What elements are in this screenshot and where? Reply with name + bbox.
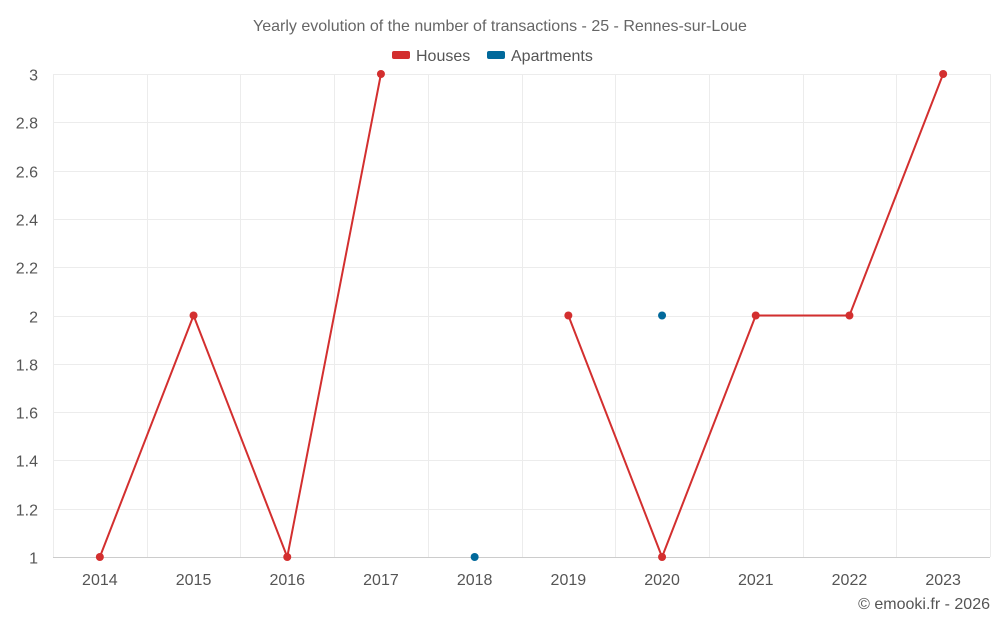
x-tick-label: 2016 bbox=[269, 572, 305, 589]
x-axis-ticks: 2014 2015 2016 2017 2018 2019 2020 2021 2022 2023 bbox=[82, 572, 961, 589]
y-tick-label: 2 bbox=[29, 310, 38, 327]
y-tick-label: 1.2 bbox=[16, 503, 38, 520]
chart-grid bbox=[53, 74, 991, 558]
chart-credit: © emooki.fr - 2026 bbox=[858, 596, 990, 613]
chart-title: Yearly evolution of the number of transa… bbox=[253, 18, 747, 35]
legend-swatch-apartments bbox=[487, 51, 505, 59]
y-tick-label: 2.4 bbox=[16, 213, 38, 230]
y-tick-label: 1.6 bbox=[16, 406, 38, 423]
x-tick-label: 2023 bbox=[925, 572, 961, 589]
legend-item-houses[interactable]: Houses bbox=[392, 48, 470, 65]
y-tick-label: 1.4 bbox=[16, 454, 38, 471]
y-tick-label: 3 bbox=[29, 68, 38, 85]
y-tick-label: 2.8 bbox=[16, 116, 38, 133]
legend: Houses Apartments bbox=[392, 48, 593, 65]
y-tick-label: 1 bbox=[29, 551, 38, 568]
legend-swatch-houses bbox=[392, 51, 410, 59]
data-point-apartments-2018[interactable] bbox=[470, 553, 479, 561]
legend-item-apartments[interactable]: Apartments bbox=[487, 48, 593, 65]
x-tick-label: 2022 bbox=[832, 572, 868, 589]
x-tick-label: 2018 bbox=[457, 572, 493, 589]
data-point-houses-2021[interactable] bbox=[751, 311, 760, 320]
y-tick-label: 2.6 bbox=[16, 165, 38, 182]
x-tick-label: 2020 bbox=[644, 572, 680, 589]
legend-label-houses: Houses bbox=[416, 48, 470, 65]
y-axis-ticks: 1 1.2 1.4 1.6 1.8 2 2.2 2.4 2.6 2.8 3 bbox=[16, 68, 38, 568]
data-point-houses-2023[interactable] bbox=[939, 70, 948, 78]
series-line-houses bbox=[98, 73, 382, 558]
series-points bbox=[95, 70, 948, 561]
x-tick-label: 2015 bbox=[176, 572, 212, 589]
data-point-houses-2016[interactable] bbox=[283, 553, 292, 561]
data-point-houses-2019[interactable] bbox=[564, 311, 573, 320]
legend-label-apartments: Apartments bbox=[511, 48, 593, 65]
series-lines bbox=[98, 73, 945, 558]
data-point-houses-2020[interactable] bbox=[658, 553, 667, 561]
x-tick-label: 2019 bbox=[551, 572, 587, 589]
x-tick-label: 2017 bbox=[363, 572, 399, 589]
y-tick-label: 1.8 bbox=[16, 358, 38, 375]
y-tick-label: 2.2 bbox=[16, 261, 38, 278]
data-point-apartments-2020[interactable] bbox=[658, 311, 667, 320]
x-tick-label: 2021 bbox=[738, 572, 774, 589]
data-point-houses-2014[interactable] bbox=[95, 553, 104, 561]
x-tick-label: 2014 bbox=[82, 572, 118, 589]
data-point-houses-2017[interactable] bbox=[376, 70, 385, 78]
data-point-houses-2022[interactable] bbox=[845, 311, 854, 320]
data-point-houses-2015[interactable] bbox=[189, 311, 198, 320]
